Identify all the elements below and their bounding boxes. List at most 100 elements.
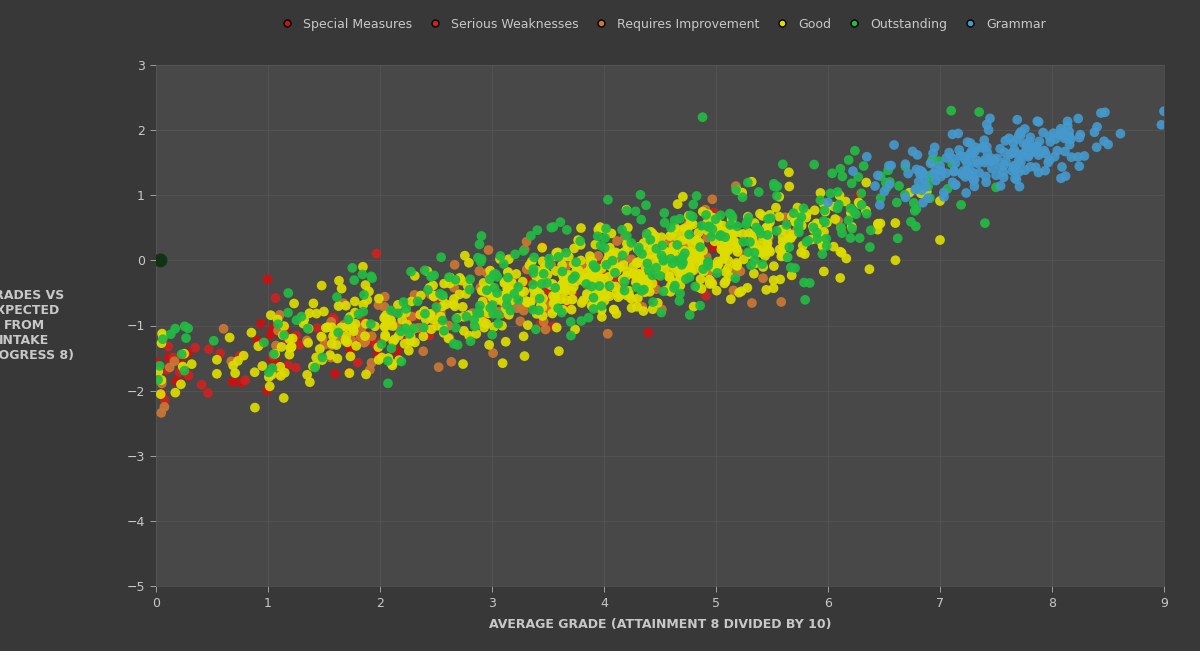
Requires Improvement: [582, 275, 601, 286]
Good: [643, 278, 662, 288]
Good: [734, 254, 754, 264]
Requires Improvement: [545, 293, 564, 303]
Grammar: [1052, 161, 1072, 172]
Good: [562, 305, 581, 315]
Requires Improvement: [334, 298, 353, 309]
Good: [566, 276, 586, 286]
Outstanding: [565, 271, 584, 281]
Outstanding: [389, 308, 408, 318]
Good: [322, 339, 341, 349]
Outstanding: [491, 251, 510, 261]
Outstanding: [444, 339, 463, 349]
Requires Improvement: [470, 283, 490, 293]
Outstanding: [986, 182, 1006, 193]
Good: [806, 218, 826, 229]
Grammar: [1040, 137, 1060, 147]
Grammar: [1062, 152, 1081, 162]
Outstanding: [263, 363, 282, 373]
Grammar: [1087, 142, 1106, 152]
Good: [653, 240, 672, 251]
Requires Improvement: [222, 356, 241, 367]
Grammar: [995, 159, 1014, 170]
Requires Improvement: [611, 284, 630, 295]
Good: [587, 264, 606, 275]
Grammar: [1004, 161, 1024, 171]
Good: [738, 212, 757, 222]
Grammar: [976, 158, 995, 168]
Outstanding: [746, 222, 766, 232]
Requires Improvement: [578, 290, 598, 300]
Outstanding: [640, 265, 659, 275]
Good: [703, 212, 722, 223]
Outstanding: [629, 242, 648, 253]
Good: [416, 314, 436, 325]
Outstanding: [786, 263, 805, 273]
Grammar: [1030, 117, 1049, 127]
Good: [336, 301, 355, 311]
Grammar: [962, 146, 982, 156]
Good: [514, 277, 533, 287]
Good: [527, 286, 546, 296]
Requires Improvement: [374, 301, 394, 312]
Outstanding: [715, 232, 734, 242]
Good: [317, 323, 336, 333]
Outstanding: [378, 378, 397, 389]
Good: [750, 208, 769, 219]
Grammar: [920, 158, 940, 169]
Good: [323, 322, 342, 333]
Good: [332, 283, 352, 294]
Good: [564, 243, 583, 254]
Good: [454, 312, 473, 322]
Grammar: [962, 148, 982, 159]
Outstanding: [264, 349, 283, 359]
Good: [571, 240, 590, 250]
Outstanding: [901, 217, 920, 227]
Good: [520, 298, 539, 308]
Outstanding: [829, 199, 848, 210]
Grammar: [995, 147, 1014, 158]
Requires Improvement: [701, 259, 720, 270]
Good: [708, 219, 727, 229]
Outstanding: [552, 307, 571, 318]
Good: [618, 290, 637, 301]
Good: [697, 225, 716, 235]
Good: [275, 368, 294, 378]
Outstanding: [742, 260, 761, 270]
Outstanding: [680, 310, 700, 320]
Good: [280, 350, 299, 360]
Requires Improvement: [313, 333, 332, 343]
Outstanding: [636, 200, 655, 210]
Special Measures: [637, 252, 656, 262]
Good: [656, 250, 676, 260]
Requires Improvement: [386, 321, 406, 331]
Good: [680, 260, 700, 270]
Requires Improvement: [588, 251, 607, 261]
Outstanding: [605, 268, 624, 278]
Outstanding: [391, 326, 410, 337]
Outstanding: [686, 191, 706, 201]
Grammar: [940, 147, 959, 158]
Outstanding: [655, 208, 674, 218]
Outstanding: [480, 274, 499, 284]
Good: [406, 337, 425, 348]
Outstanding: [904, 198, 923, 208]
Good: [713, 221, 732, 231]
Good: [228, 355, 247, 366]
Grammar: [869, 171, 888, 181]
Outstanding: [596, 223, 616, 234]
Good: [530, 293, 550, 303]
Good: [602, 229, 622, 239]
Outstanding: [665, 215, 684, 225]
Good: [715, 250, 734, 260]
Good: [716, 267, 736, 277]
Good: [310, 344, 329, 354]
Good: [564, 281, 583, 292]
Good: [632, 274, 652, 284]
Good: [814, 199, 833, 209]
Good: [582, 292, 601, 302]
Good: [274, 393, 293, 403]
Grammar: [990, 144, 1009, 154]
Requires Improvement: [745, 234, 764, 244]
Good: [608, 292, 628, 302]
Good: [648, 262, 667, 273]
